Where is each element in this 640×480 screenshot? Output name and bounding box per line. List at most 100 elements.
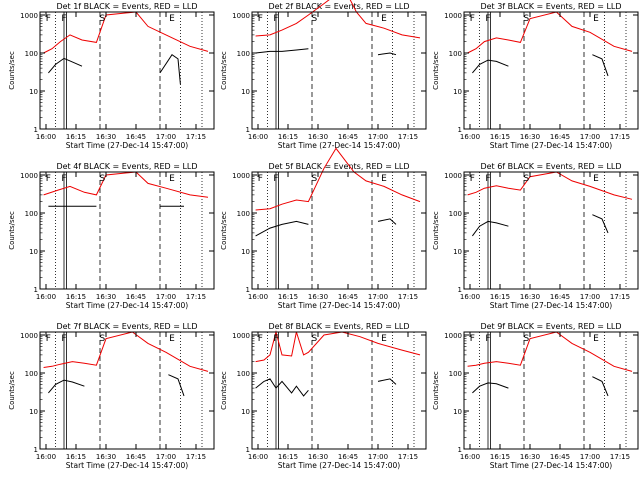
x-tick-label: 16:45: [338, 453, 358, 461]
x-axis-label: Start Time (27-Dec-14 15:47:00): [490, 461, 612, 470]
y-tick-label: 1: [246, 126, 250, 134]
x-tick-label: 16:30: [96, 453, 116, 461]
x-tick-label: 16:15: [490, 453, 510, 461]
series-lld-line: [43, 171, 209, 198]
x-tick-label: 17:15: [186, 133, 206, 141]
marker-label: S: [312, 14, 318, 24]
y-tick-label: 1: [458, 286, 462, 294]
x-axis-label: Start Time (27-Dec-14 15:47:00): [66, 461, 188, 470]
y-tick-label: 1000: [20, 332, 38, 340]
x-tick-label: 16:30: [96, 293, 116, 301]
x-axis-label: Start Time (27-Dec-14 15:47:00): [490, 141, 612, 150]
y-tick-label: 10: [241, 88, 250, 96]
marker-label: S: [312, 174, 318, 184]
y-tick-label: 1: [458, 446, 462, 454]
series-lld-line: [467, 331, 633, 372]
plot-frame: [39, 11, 215, 130]
series-events-line: [48, 374, 185, 397]
plot-frame: [463, 171, 639, 290]
y-tick-label: 1: [246, 286, 250, 294]
x-tick-label: 17:15: [186, 293, 206, 301]
x-tick-label: 16:00: [36, 453, 56, 461]
x-tick-label: 16:30: [308, 293, 328, 301]
x-tick-label: 16:00: [460, 293, 480, 301]
marker-label: S: [524, 14, 530, 24]
x-tick-label: 17:15: [610, 133, 630, 141]
plot-frame: [251, 171, 427, 290]
marker-label: F: [470, 334, 475, 344]
x-tick-label: 16:15: [278, 453, 298, 461]
marker-label: F: [61, 334, 66, 344]
x-tick-label: 16:45: [338, 133, 358, 141]
y-tick-label: 1000: [20, 12, 38, 20]
series-events-line: [472, 54, 609, 77]
panel-title: Det 9f BLACK = Events, RED = LLD: [480, 322, 621, 331]
x-tick-label: 16:00: [248, 293, 268, 301]
panel-title: Det 2f BLACK = Events, RED = LLD: [268, 2, 409, 11]
x-tick-label: 17:00: [580, 293, 600, 301]
x-tick-label: 17:15: [186, 453, 206, 461]
y-tick-label: 1000: [444, 172, 462, 180]
x-tick-label: 16:00: [460, 133, 480, 141]
marker-label: S: [100, 334, 106, 344]
y-tick-label: 100: [449, 370, 462, 378]
x-tick-label: 16:15: [66, 293, 86, 301]
x-tick-label: 17:00: [156, 453, 176, 461]
panel-title: Det 4f BLACK = Events, RED = LLD: [56, 162, 197, 171]
marker-label: F: [485, 334, 490, 344]
y-tick-label: 10: [29, 248, 38, 256]
x-tick-label: 16:00: [248, 133, 268, 141]
marker-label: F: [258, 14, 263, 24]
x-axis-label: Start Time (27-Dec-14 15:47:00): [66, 141, 188, 150]
marker-label: F: [258, 334, 263, 344]
marker-label: S: [312, 334, 318, 344]
panel-title: Det 6f BLACK = Events, RED = LLD: [480, 162, 621, 171]
x-tick-label: 16:45: [550, 133, 570, 141]
panel-det-5: Det 5f BLACK = Events, RED = LLD F F S E 1 10 1…: [220, 147, 427, 310]
x-tick-label: 16:15: [66, 453, 86, 461]
x-axis-label: Start Time (27-Dec-14 15:47:00): [278, 301, 400, 310]
x-tick-label: 17:00: [368, 453, 388, 461]
marker-label: F: [470, 14, 475, 24]
series-events-line: [48, 53, 181, 85]
y-tick-label: 100: [237, 370, 250, 378]
y-axis-label: Counts/sec: [432, 51, 440, 90]
plot-frame: [463, 331, 639, 450]
y-tick-label: 10: [241, 248, 250, 256]
x-axis-label: Start Time (27-Dec-14 15:47:00): [66, 301, 188, 310]
marker-label: E: [593, 174, 599, 184]
x-tick-label: 17:00: [368, 293, 388, 301]
x-tick-label: 16:45: [550, 293, 570, 301]
panel-det-3: Det 3f BLACK = Events, RED = LLD F F S E 1 10 1…: [432, 2, 639, 150]
y-tick-label: 1000: [232, 172, 250, 180]
panel-det-9: Det 9f BLACK = Events, RED = LLD F F S E 1 10 1…: [432, 322, 639, 470]
marker-label: F: [258, 174, 263, 184]
y-tick-label: 1: [246, 446, 250, 454]
series-lld-line: [467, 11, 633, 54]
x-axis-label: Start Time (27-Dec-14 15:47:00): [490, 301, 612, 310]
x-tick-label: 17:15: [398, 293, 418, 301]
x-tick-label: 16:15: [66, 133, 86, 141]
x-tick-label: 16:30: [308, 133, 328, 141]
y-tick-label: 10: [29, 88, 38, 96]
marker-label: F: [273, 174, 278, 184]
marker-label: S: [524, 174, 530, 184]
y-axis-label: Counts/sec: [8, 51, 16, 90]
y-tick-label: 100: [25, 210, 38, 218]
y-tick-label: 100: [449, 210, 462, 218]
plot-frame: [39, 331, 215, 450]
series-lld-line: [255, 147, 421, 211]
series-events-line: [471, 214, 609, 237]
x-tick-label: 17:00: [156, 293, 176, 301]
panel-det-7: Det 7f BLACK = Events, RED = LLD F F S E 1 10 1…: [8, 322, 215, 470]
marker-label: F: [273, 14, 278, 24]
panel-det-8: Det 8f BLACK = Events, RED = LLD F F S E 1 10 1…: [220, 322, 427, 470]
marker-label: F: [485, 174, 490, 184]
y-tick-label: 10: [241, 408, 250, 416]
x-tick-label: 17:15: [610, 453, 630, 461]
panel-title: Det 7f BLACK = Events, RED = LLD: [56, 322, 197, 331]
x-axis-label: Start Time (27-Dec-14 15:47:00): [278, 141, 400, 150]
panel-det-1: Det 1f BLACK = Events, RED = LLD F F S E 1 10 1…: [8, 2, 215, 150]
y-axis-label: Counts/sec: [432, 211, 440, 250]
marker-label: E: [169, 334, 175, 344]
